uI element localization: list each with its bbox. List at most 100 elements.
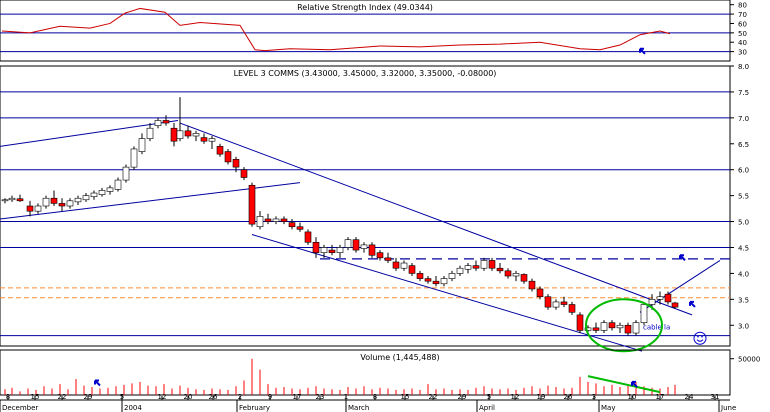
x-tick-label: 17 <box>656 393 665 401</box>
smiley-face <box>693 331 707 345</box>
x-tick-label: 26 <box>564 393 573 401</box>
trend-line <box>179 122 693 316</box>
price-tick-label: 6.0 <box>738 167 749 175</box>
x-tick-label: 17 <box>293 393 302 401</box>
candle-up <box>8 197 16 201</box>
price-tick-label: 5.5 <box>738 193 749 201</box>
price-tick-label: 5.0 <box>738 219 749 227</box>
candle-down <box>472 265 480 269</box>
rsi-panel: Relative Strength Index (49.0344) 807060… <box>0 0 747 62</box>
candle-up <box>320 247 328 253</box>
rsi-line <box>1 7 671 52</box>
candle-down <box>240 169 248 178</box>
price-tick-label: 8.0 <box>738 63 749 71</box>
candle-down <box>392 261 400 269</box>
smiley-eye <box>701 335 703 338</box>
candle-up <box>632 322 640 334</box>
candle-up <box>114 179 122 190</box>
volume-panel-frame <box>0 349 731 396</box>
price-tick-label: 7.5 <box>738 89 749 97</box>
candle-down <box>560 301 568 305</box>
price-tick-label: 7.0 <box>738 115 749 123</box>
candle-up <box>66 200 74 207</box>
candle-up <box>640 304 648 323</box>
x-tick-label: 5 <box>120 393 124 401</box>
candle-down <box>568 304 576 313</box>
x-tick-label: 22 <box>58 393 67 401</box>
x-tick-label: 3 <box>592 393 596 401</box>
candle-down <box>232 159 240 168</box>
rsi-tick-label: 50 <box>738 30 747 38</box>
month-label: March <box>348 404 369 412</box>
candle-down <box>58 203 66 207</box>
candle-down <box>170 127 178 142</box>
candle-up <box>146 127 154 139</box>
volume-title: Volume (1,445,488) <box>360 353 439 362</box>
candle-up <box>600 322 608 331</box>
candle-down <box>376 252 384 259</box>
x-tick-label: 15 <box>31 393 40 401</box>
rsi-tick-label: 40 <box>738 39 747 47</box>
smiley-mouth <box>696 339 704 342</box>
x-tick-label: 12 <box>511 393 520 401</box>
candle-down <box>664 293 672 303</box>
candle-up <box>512 273 520 277</box>
candle-up <box>360 244 368 249</box>
candle-down <box>328 249 336 253</box>
candle-down <box>488 260 496 269</box>
x-tick-label: 26 <box>209 393 218 401</box>
candle-up <box>584 327 592 331</box>
price-tick-label: 4.5 <box>738 244 749 252</box>
candle-up <box>192 133 200 137</box>
candle-up <box>138 138 146 152</box>
candle-up <box>440 278 448 285</box>
candle-down <box>224 151 232 163</box>
candle-up <box>42 197 50 207</box>
month-label: June <box>720 404 736 412</box>
x-tick-label: 10 <box>628 393 637 401</box>
candle-up <box>552 301 560 308</box>
x-tick-label: 2 <box>238 393 242 401</box>
rsi-panel-frame <box>0 0 731 62</box>
candle-down <box>16 198 24 202</box>
candle-up <box>616 324 624 329</box>
x-tick-label: 15 <box>401 393 410 401</box>
candle-down <box>288 222 296 228</box>
candle-down <box>26 205 34 212</box>
candle-down <box>416 273 424 279</box>
price-tick-label: 6.5 <box>738 141 749 149</box>
candle-down <box>496 267 504 272</box>
x-tick-label: 31 <box>711 393 720 401</box>
x-tick-label: 5 <box>487 393 491 401</box>
candle-up <box>74 197 82 203</box>
candle-up <box>456 267 464 274</box>
candle-down <box>424 278 432 282</box>
price-panel-frame <box>0 65 731 347</box>
candle-down <box>312 241 320 253</box>
month-label: May <box>601 404 615 412</box>
candle-up <box>400 262 408 269</box>
candle-up <box>154 120 162 126</box>
smiley-eye <box>697 335 699 338</box>
rsi-tick-label: 70 <box>738 11 747 19</box>
candle-up <box>106 187 114 192</box>
x-tick-label: 22 <box>429 393 438 401</box>
candle-up <box>272 218 280 222</box>
x-tick-label: 29 <box>458 393 467 401</box>
candle-up <box>176 130 184 139</box>
x-tick-label: 1 <box>344 393 348 401</box>
candle-up <box>336 247 344 253</box>
x-tick-label: 24 <box>685 393 694 401</box>
price-tick-label: 4.0 <box>738 270 749 278</box>
x-tick-label: 9 <box>268 393 272 401</box>
candle-up <box>464 265 472 270</box>
candle-down <box>592 327 600 331</box>
rsi-title: Relative Strength Index (49.0344) <box>297 3 433 12</box>
candle-down <box>608 322 616 329</box>
volume-tick-label: 50000 <box>738 356 760 364</box>
candle-down <box>528 280 536 290</box>
candle-up <box>82 195 90 201</box>
x-tick-label: 8 <box>6 393 10 401</box>
